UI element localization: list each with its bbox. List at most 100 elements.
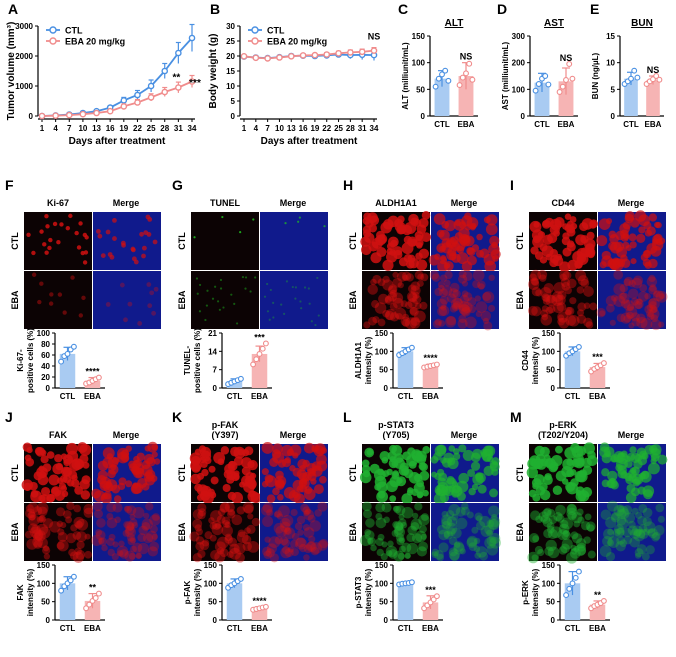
stain-signal bbox=[244, 446, 254, 456]
stain-signal bbox=[52, 221, 58, 227]
merge-signal bbox=[306, 541, 316, 551]
merge-signal bbox=[657, 515, 665, 523]
merge-signal bbox=[91, 534, 103, 547]
stain-signal bbox=[375, 512, 383, 520]
merge-signal bbox=[131, 247, 136, 253]
legend-marker bbox=[251, 26, 259, 34]
stain-signal bbox=[545, 306, 554, 315]
y-axis-title: ALDH1A1 bbox=[354, 342, 363, 379]
merge-signal bbox=[298, 216, 301, 219]
stain-signal bbox=[248, 490, 256, 498]
merge-signal bbox=[628, 322, 635, 329]
merge-signal bbox=[471, 244, 480, 252]
data-point bbox=[566, 585, 573, 592]
merge-signal bbox=[618, 508, 630, 520]
x-tick-label: 7 bbox=[67, 124, 72, 133]
y-axis-title: intensity (%) bbox=[364, 568, 373, 616]
stain-signal bbox=[71, 479, 80, 488]
merge-signal bbox=[437, 524, 447, 535]
stain-signal bbox=[561, 517, 574, 530]
data-point bbox=[653, 73, 660, 79]
merge-signal bbox=[151, 310, 156, 316]
merge-signal bbox=[453, 541, 461, 548]
merge-signal bbox=[648, 274, 656, 283]
merge-signal bbox=[436, 298, 448, 310]
merge-signal bbox=[437, 306, 448, 317]
merge-signal bbox=[607, 528, 614, 536]
stain-signal bbox=[387, 451, 397, 461]
y-tick-label: 100 bbox=[37, 579, 51, 588]
stain-signal bbox=[566, 504, 578, 515]
bar-ctl bbox=[624, 78, 638, 116]
stain-signal bbox=[531, 306, 542, 317]
merge-signal bbox=[304, 508, 312, 515]
stain-signal bbox=[37, 299, 42, 305]
stain-signal bbox=[407, 236, 418, 247]
stain-signal bbox=[551, 454, 563, 467]
merge-signal bbox=[613, 283, 626, 296]
merge-signal bbox=[480, 310, 492, 322]
merge-signal bbox=[475, 472, 486, 483]
data-point bbox=[572, 574, 579, 581]
stain-signal bbox=[567, 314, 580, 327]
stain-signal bbox=[39, 281, 44, 286]
stain-signal bbox=[421, 513, 429, 521]
stain-signal bbox=[396, 271, 408, 282]
merge-signal bbox=[112, 236, 117, 241]
merge-signal bbox=[127, 301, 133, 307]
bar-eba bbox=[646, 80, 660, 116]
y-tick-label: 50 bbox=[208, 598, 217, 607]
stain-signal bbox=[214, 522, 221, 529]
x-tick-label: EBA bbox=[589, 392, 606, 401]
data-point bbox=[456, 82, 463, 89]
merge-signal bbox=[438, 319, 446, 327]
merge-signal bbox=[264, 536, 271, 543]
stain-signal bbox=[24, 530, 33, 539]
merge-signal bbox=[310, 320, 313, 323]
stain-signal bbox=[221, 525, 233, 537]
merge-signal bbox=[657, 454, 668, 465]
stain-signal bbox=[377, 278, 386, 287]
significance-annotation: NS bbox=[460, 52, 473, 62]
merge-signal bbox=[458, 314, 467, 323]
stain-signal bbox=[409, 317, 421, 329]
stain-signal bbox=[386, 550, 393, 557]
merge-signal bbox=[152, 513, 160, 521]
merge-signal bbox=[438, 284, 445, 292]
merge-signal bbox=[261, 441, 274, 454]
stain-signal bbox=[575, 489, 582, 496]
y-tick-label: 25 bbox=[226, 37, 235, 46]
merge-signal bbox=[613, 295, 626, 307]
significance-annotation: **** bbox=[85, 367, 100, 377]
y-tick-label: 100 bbox=[542, 579, 556, 588]
merge-signal bbox=[630, 452, 641, 464]
x-tick-label: EBA bbox=[589, 624, 606, 633]
row-label-eba: EBA bbox=[177, 290, 187, 310]
stain-signal bbox=[552, 291, 563, 303]
merge-signal bbox=[617, 452, 625, 459]
x-tick-label: EBA bbox=[458, 120, 475, 129]
panel-label-j: J bbox=[5, 409, 13, 425]
stain-signal bbox=[410, 281, 421, 291]
stain-signal bbox=[404, 317, 417, 330]
merge-signal bbox=[489, 536, 501, 549]
merge-signal bbox=[441, 285, 453, 296]
merge-signal bbox=[607, 536, 620, 548]
stain-signal bbox=[28, 511, 36, 519]
merge-signal bbox=[624, 512, 636, 524]
merge-signal bbox=[309, 520, 321, 532]
stain-signal bbox=[388, 284, 398, 294]
stain-signal bbox=[194, 524, 202, 532]
significance-annotation: NS bbox=[560, 53, 573, 63]
merge-signal bbox=[652, 290, 664, 302]
stain-signal bbox=[57, 528, 65, 536]
y-tick-label: 0 bbox=[384, 384, 389, 393]
merge-signal bbox=[291, 285, 294, 289]
y-tick-label: 21 bbox=[208, 329, 217, 338]
merge-signal bbox=[96, 518, 106, 528]
stain-signal bbox=[221, 215, 224, 219]
stain-signal bbox=[371, 300, 380, 309]
stain-signal bbox=[57, 292, 63, 297]
merge-signal bbox=[303, 442, 315, 454]
merge-signal bbox=[444, 270, 453, 280]
